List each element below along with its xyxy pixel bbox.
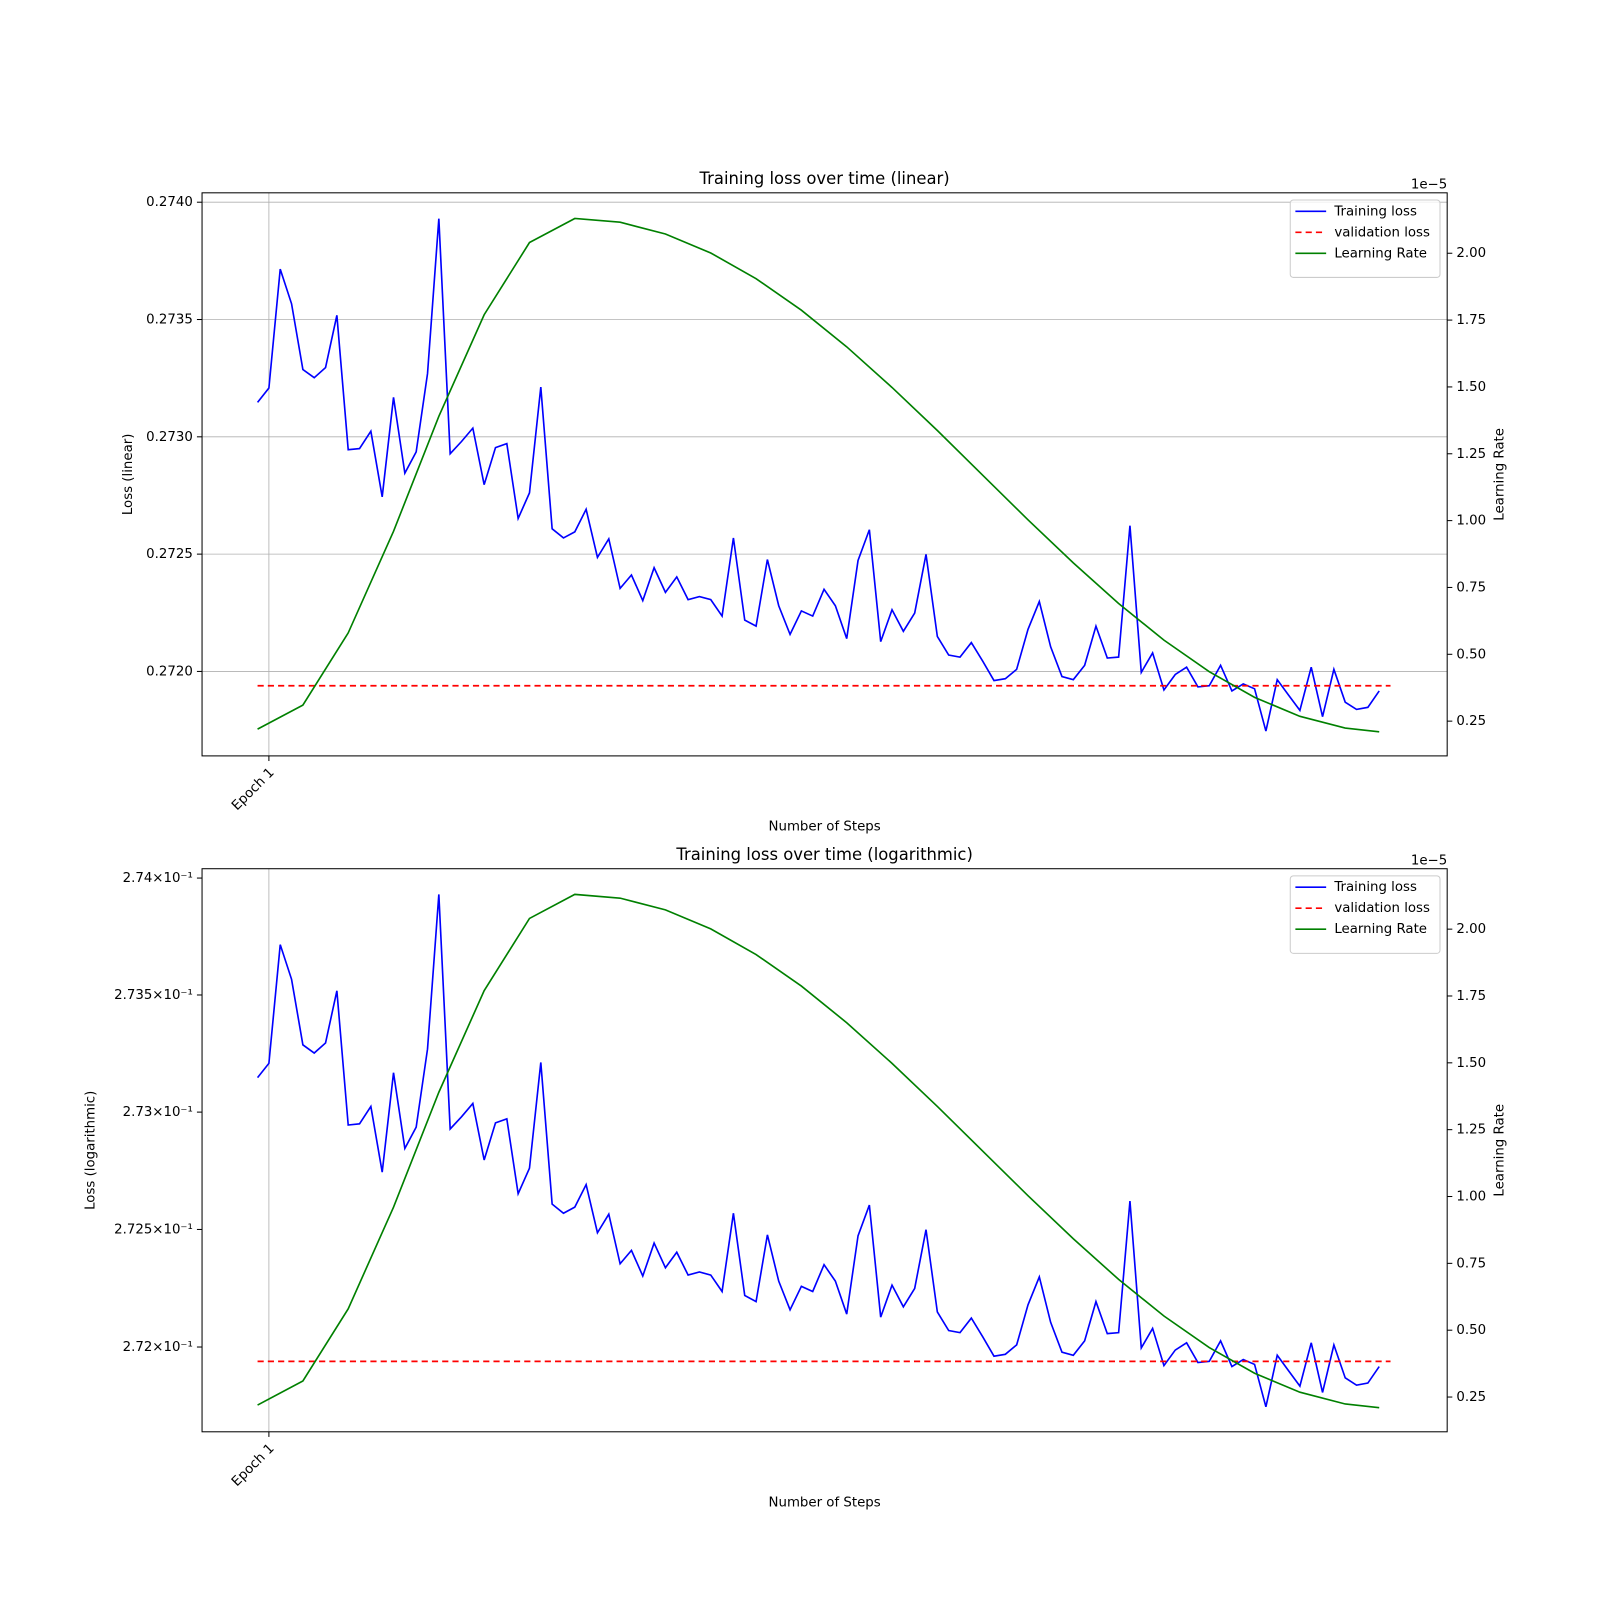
y2-tick-label: 0.75 <box>1456 1256 1486 1271</box>
y2-tick-label: 0.25 <box>1456 714 1486 729</box>
x-tick-label: Epoch 1 <box>229 765 277 813</box>
x-tick-label: Epoch 1 <box>229 1441 277 1489</box>
y2-tick-label: 0.75 <box>1456 580 1486 595</box>
y2-tick-label: 0.25 <box>1456 1390 1486 1405</box>
chart-title: Training loss over time (logarithmic) <box>675 845 973 864</box>
y2-tick-label: 2.00 <box>1456 246 1486 261</box>
y2-tick-label: 0.50 <box>1456 1323 1486 1338</box>
y2-tick-label: 1.25 <box>1456 447 1486 462</box>
y-tick-label: 2.735×10⁻¹ <box>114 988 193 1003</box>
y2-tick-label: 1.00 <box>1456 514 1486 529</box>
legend-label: Learning Rate <box>1334 922 1427 937</box>
y2-offset-text: 1e−5 <box>1411 854 1447 869</box>
series-line <box>256 894 1380 1408</box>
y-axis-label: Loss (logarithmic) <box>83 1091 98 1210</box>
y-tick-label: 2.73×10⁻¹ <box>123 1105 193 1120</box>
legend-label: Learning Rate <box>1334 246 1427 261</box>
y-tick-label: 0.2720 <box>146 664 193 679</box>
plot-frame <box>201 868 1448 1433</box>
y-tick-label: 0.2735 <box>146 313 193 328</box>
y2-tick-label: 1.25 <box>1456 1123 1486 1138</box>
y2-tick-label: 2.00 <box>1456 922 1486 937</box>
x-axis-label: Number of Steps <box>769 1496 881 1511</box>
y-tick-label: 2.74×10⁻¹ <box>123 871 193 886</box>
series-line <box>257 893 1380 1409</box>
chart-title: Training loss over time (linear) <box>699 169 950 188</box>
legend-label: validation loss <box>1334 225 1430 240</box>
y-tick-label: 2.725×10⁻¹ <box>114 1222 193 1237</box>
y2-offset-text: 1e−5 <box>1411 178 1447 193</box>
y2-axis-label: Learning Rate <box>1492 1104 1507 1197</box>
y-axis-label: Loss (linear) <box>121 434 136 516</box>
y-tick-label: 0.2730 <box>146 430 193 445</box>
series-line <box>257 217 1380 733</box>
legend-label: Training loss <box>1333 880 1417 895</box>
y-tick-label: 0.2740 <box>146 195 193 210</box>
legend-label: validation loss <box>1334 901 1430 916</box>
y2-tick-label: 1.75 <box>1456 313 1486 328</box>
y-tick-label: 2.72×10⁻¹ <box>123 1340 193 1355</box>
y2-tick-label: 1.75 <box>1456 989 1486 1004</box>
y2-tick-label: 0.50 <box>1456 647 1486 662</box>
plot-frame <box>201 192 1448 757</box>
series-line <box>256 218 1380 732</box>
legend-label: Training loss <box>1333 204 1417 219</box>
y-tick-label: 0.2725 <box>146 547 193 562</box>
x-axis-label: Number of Steps <box>769 820 881 835</box>
legend-box <box>1289 875 1441 954</box>
y2-tick-label: 1.50 <box>1456 380 1486 395</box>
y2-tick-label: 1.00 <box>1456 1190 1486 1205</box>
y2-tick-label: 1.50 <box>1456 1056 1486 1071</box>
legend-box <box>1289 199 1441 278</box>
y2-axis-label: Learning Rate <box>1492 428 1507 521</box>
